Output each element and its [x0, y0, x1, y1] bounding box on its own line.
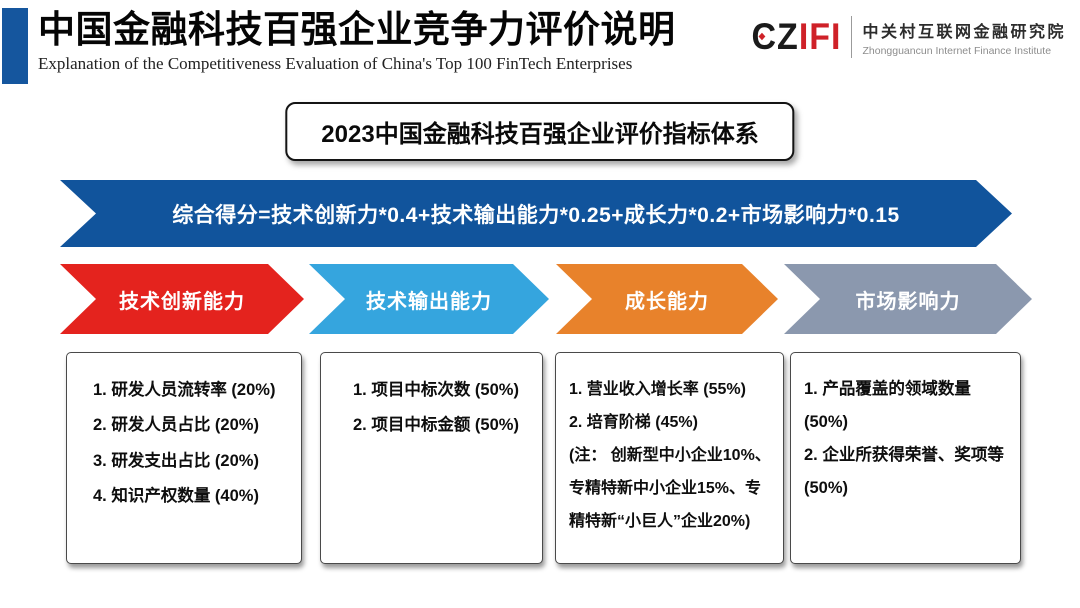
indicator-item: 2. 培育阶梯 (45%): [569, 414, 698, 432]
formula-text: 综合得分=技术创新力*0.4+技术输出能力*0.25+成长力*0.2+市场影响力…: [172, 203, 900, 227]
indicator-item: 1. 研发人员流转率 (20%): [93, 381, 276, 399]
category-arrow-tech-innovation: 技术创新能力: [60, 264, 304, 334]
page-subtitle: Explanation of the Competitiveness Evalu…: [38, 54, 633, 74]
indicator-panel-market-influence: 1. 产品覆盖的领域数量 (50%) 2. 企业所获得荣誉、奖项等 (50%): [790, 352, 1021, 564]
indicator-item: 2. 项目中标金额 (50%): [353, 416, 519, 435]
indicator-item: 1. 项目中标次数 (50%): [353, 381, 519, 399]
indicator-item: 3. 研发支出占比 (20%): [93, 451, 259, 470]
page-title: 中国金融科技百强企业竞争力评价说明: [38, 9, 676, 50]
org-logo: CZIFI ◆ 中关村互联网金融研究院 Zhongguancun Interne…: [751, 16, 1066, 58]
logo-mark: CZIFI ◆: [751, 19, 841, 56]
category-label: 技术创新能力: [119, 290, 245, 313]
index-system-title-box: 2023中国金融科技百强企业评价指标体系: [285, 102, 795, 161]
indicator-item: 1. 营业收入增长率 (55%): [569, 381, 746, 398]
category-label: 成长能力: [625, 290, 709, 313]
logo-mark-cz: CZ: [751, 16, 799, 58]
index-system-title: 2023中国金融科技百强企业评价指标体系: [321, 121, 759, 148]
indicator-panel-growth: 1. 营业收入增长率 (55%) 2. 培育阶梯 (45%) (注： 创新型中小…: [555, 352, 784, 564]
indicator-item: 1. 产品覆盖的领域数量 (50%): [804, 380, 971, 431]
indicator-item: 4. 知识产权数量 (40%): [93, 487, 259, 506]
indicator-item: 2. 企业所获得荣誉、奖项等 (50%): [804, 446, 1004, 497]
formula-banner: 综合得分=技术创新力*0.4+技术输出能力*0.25+成长力*0.2+市场影响力…: [60, 180, 1012, 247]
indicator-panel-tech-output: 1. 项目中标次数 (50%) 2. 项目中标金额 (50%): [320, 352, 543, 564]
category-arrow-growth: 成长能力: [556, 264, 778, 334]
logo-divider: [851, 16, 853, 58]
org-name-en: Zhongguancun Internet Finance Institute: [862, 44, 1052, 57]
indicator-item: 2. 研发人员占比 (20%): [93, 416, 259, 435]
category-label: 市场影响力: [855, 290, 961, 313]
category-label: 技术输出能力: [366, 290, 492, 313]
logo-text: 中关村互联网金融研究院 Zhongguancun Internet Financ…: [862, 18, 1066, 57]
category-arrow-tech-output: 技术输出能力: [309, 264, 549, 334]
org-name-cn: 中关村互联网金融研究院: [862, 23, 1066, 41]
header: 中国金融科技百强企业竞争力评价说明 Explanation of the Com…: [38, 8, 676, 74]
category-arrow-market-influence: 市场影响力: [784, 264, 1032, 334]
title-accent-bar: [2, 8, 28, 84]
logo-diamond-icon: ◆: [758, 30, 767, 42]
indicator-note: (注： 创新型中小企业10%、专精特新中小企业15%、专精特新“小巨人”企业20…: [569, 447, 771, 531]
indicator-panel-tech-innovation: 1. 研发人员流转率 (20%) 2. 研发人员占比 (20%) 3. 研发支出…: [66, 352, 302, 564]
logo-mark-ifi: IFI: [798, 16, 842, 58]
